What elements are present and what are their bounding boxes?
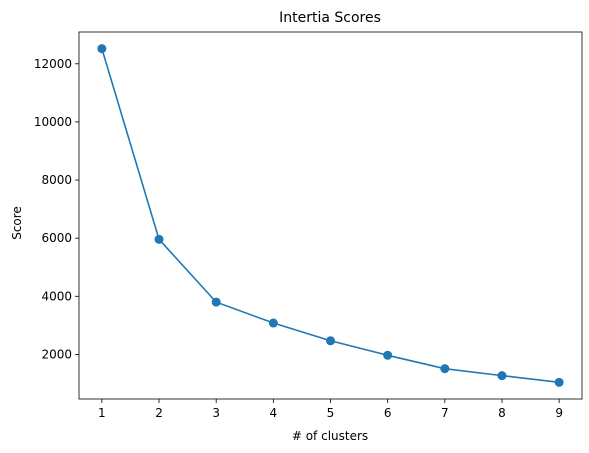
x-tick-label: 5 <box>327 406 335 420</box>
x-tick-label: 9 <box>555 406 563 420</box>
y-tick-label: 8000 <box>41 173 72 187</box>
chart-title: Intertia Scores <box>279 10 381 26</box>
y-tick-label: 4000 <box>41 289 72 303</box>
x-tick-label: 6 <box>384 406 392 420</box>
data-point <box>383 351 392 360</box>
x-tick-label: 8 <box>498 406 506 420</box>
x-tick-label: 3 <box>212 406 220 420</box>
y-tick-label: 6000 <box>41 231 72 245</box>
data-point <box>212 298 221 307</box>
x-tick-label: 2 <box>155 406 163 420</box>
data-point <box>555 378 564 387</box>
y-axis-label: Score <box>10 206 24 240</box>
data-point <box>97 44 106 53</box>
data-point <box>497 371 506 380</box>
x-axis-label: # of clusters <box>292 429 368 443</box>
y-tick-label: 2000 <box>41 347 72 361</box>
x-tick-label: 4 <box>270 406 278 420</box>
y-tick-label: 10000 <box>34 115 72 129</box>
data-point <box>440 364 449 373</box>
data-point <box>155 235 164 244</box>
data-point <box>326 336 335 345</box>
x-tick-label: 1 <box>98 406 106 420</box>
y-tick-label: 12000 <box>34 57 72 71</box>
data-point <box>269 319 278 328</box>
x-tick-label: 7 <box>441 406 449 420</box>
